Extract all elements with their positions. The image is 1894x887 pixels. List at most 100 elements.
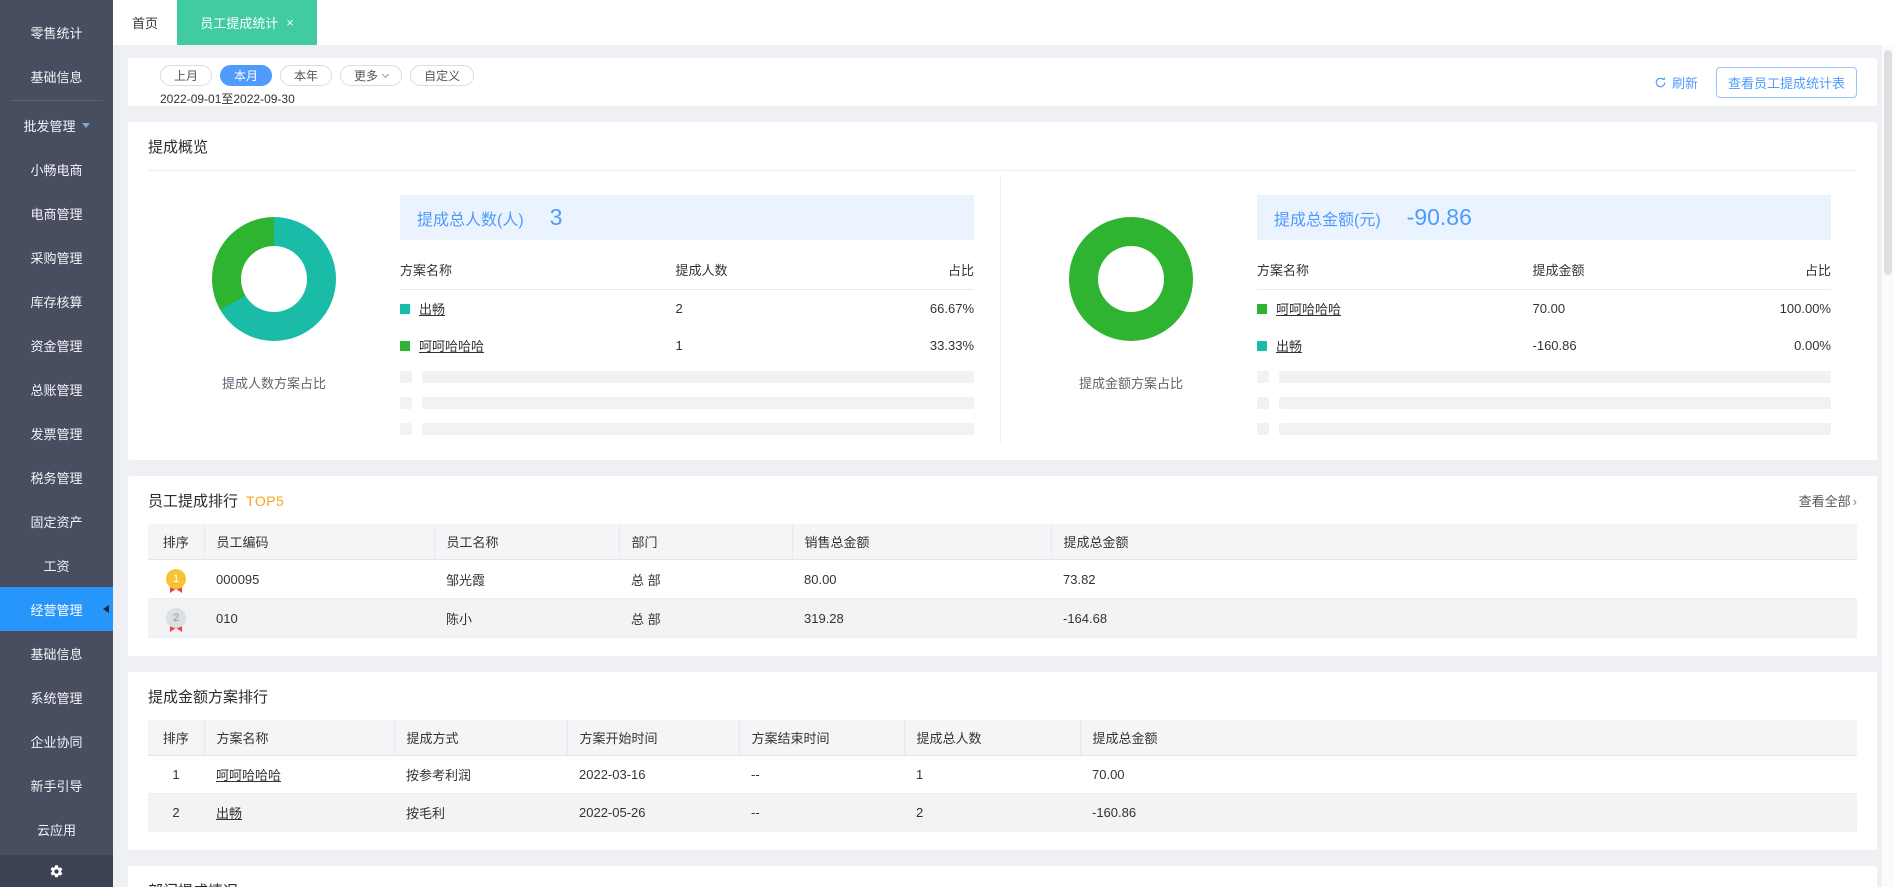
content: 上月 本月 本年 更多 自定义 2022-09-01至2022-09-30 刷新… bbox=[113, 45, 1894, 887]
sidebar-item-inventory[interactable]: 库存核算 bbox=[30, 294, 83, 310]
chevron-down-icon bbox=[382, 70, 390, 78]
overview-amount-panel: 提成金额方案占比 提成总金额(元) -90.86 方案名称 提成金额 占比 bbox=[1000, 175, 1857, 442]
refresh-button[interactable]: 刷新 bbox=[1654, 73, 1698, 92]
main-area: 首页 员工提成统计 × 上月 本月 本年 更多 自定义 2022-09-01至2… bbox=[113, 0, 1894, 887]
table-row[interactable]: 1 呵呵哈哈哈 按参考利润 2022-03-16 -- 1 70.00 bbox=[148, 755, 1857, 794]
people-plan-table: 方案名称 提成人数 占比 出畅 2 66.67% 呵呵哈哈哈 bbox=[400, 254, 974, 442]
view-all-link[interactable]: 查看全部 › bbox=[1798, 494, 1857, 509]
view-commission-table-button[interactable]: 查看员工提成统计表 bbox=[1715, 67, 1857, 98]
plan-link[interactable]: 出畅 bbox=[216, 806, 243, 821]
toolbar-actions: 刷新 查看员工提成统计表 bbox=[1654, 65, 1857, 100]
placeholder-row bbox=[400, 390, 974, 416]
sidebar-item-invoice[interactable]: 发票管理 bbox=[30, 426, 83, 442]
amount-total-label: 提成总金额(元) bbox=[1274, 211, 1381, 229]
amount-total-banner: 提成总金额(元) -90.86 bbox=[1257, 195, 1831, 240]
legend-swatch bbox=[400, 340, 410, 351]
sidebar-item-basic-info-bottom[interactable]: 基础信息 bbox=[30, 646, 83, 662]
date-filter-pills: 上月 本月 本年 更多 自定义 bbox=[160, 65, 482, 86]
sidebar-item-enterprise-collab[interactable]: 企业协同 bbox=[30, 734, 83, 750]
plan-ranking-section: 提成金额方案排行 排序 方案名称 提成方式 方案开始时间 方案结束时间 提成总人… bbox=[128, 672, 1877, 850]
overview-people-panel: 提成人数方案占比 提成总人数(人) 3 方案名称 提成人数 占比 bbox=[148, 175, 1000, 442]
legend-swatch bbox=[1257, 340, 1267, 351]
sidebar-item-retail-stats[interactable]: 零售统计 bbox=[30, 25, 83, 41]
pill-last-month[interactable]: 上月 bbox=[160, 65, 213, 86]
tab-employee-commission-stats[interactable]: 员工提成统计 × bbox=[177, 0, 317, 45]
department-commission-section: 部门提成情况 序号 部门名称 提成方式 方案开始时间 方案结束时间 参与提成人数… bbox=[128, 866, 1877, 887]
table-header-row: 排序 方案名称 提成方式 方案开始时间 方案结束时间 提成总人数 提成总金额 bbox=[148, 720, 1857, 756]
overview-body: 提成人数方案占比 提成总人数(人) 3 方案名称 提成人数 占比 bbox=[148, 175, 1857, 442]
amount-plan-row: 呵呵哈哈哈 70.00 100.00% bbox=[1257, 290, 1831, 327]
pill-more[interactable]: 更多 bbox=[340, 65, 403, 86]
sidebar-item-ecommerce-mgmt[interactable]: 电商管理 bbox=[30, 206, 83, 222]
employee-ranking-title: 员工提成排行 bbox=[148, 493, 239, 510]
people-donut-block: 提成人数方案占比 bbox=[148, 195, 400, 442]
employee-ranking-header: 员工提成排行 TOP5 查看全部 › bbox=[148, 490, 1857, 511]
tab-home[interactable]: 首页 bbox=[131, 16, 158, 31]
sidebar-item-cloud-apps[interactable]: 云应用 bbox=[36, 822, 76, 838]
pill-this-year[interactable]: 本年 bbox=[280, 65, 333, 86]
placeholder-row bbox=[400, 416, 974, 442]
plan-ranking-table: 排序 方案名称 提成方式 方案开始时间 方案结束时间 提成总人数 提成总金额 1… bbox=[148, 720, 1857, 832]
silver-medal-icon: 2 bbox=[166, 608, 186, 628]
plan-link[interactable]: 出畅 bbox=[1276, 339, 1303, 354]
amount-plan-row: 出畅 -160.86 0.00% bbox=[1257, 327, 1831, 364]
people-stats: 提成总人数(人) 3 方案名称 提成人数 占比 出畅 2 bbox=[400, 195, 1000, 442]
amount-donut-chart[interactable] bbox=[1069, 217, 1193, 341]
amount-stats: 提成总金额(元) -90.86 方案名称 提成金额 占比 呵呵哈哈哈 bbox=[1257, 195, 1857, 442]
plan-ranking-title: 提成金额方案排行 bbox=[148, 689, 269, 706]
sidebar-item-funds[interactable]: 资金管理 bbox=[30, 338, 83, 354]
department-section-title: 部门提成情况 bbox=[148, 880, 1857, 887]
pill-this-month[interactable]: 本月 bbox=[220, 65, 273, 86]
sidebar-item-wholesale[interactable]: 批发管理 bbox=[0, 103, 113, 147]
sidebar-item-fixed-assets[interactable]: 固定资产 bbox=[30, 514, 83, 530]
table-row[interactable]: 2 出畅 按毛利 2022-05-26 -- 2 -160.86 bbox=[148, 793, 1857, 832]
tab-bar: 首页 员工提成统计 × bbox=[113, 0, 1894, 45]
settings-gear-button[interactable] bbox=[0, 855, 113, 887]
amount-donut-block: 提成金额方案占比 bbox=[1005, 195, 1257, 442]
amount-donut-caption: 提成金额方案占比 bbox=[1078, 376, 1183, 391]
people-donut-chart[interactable] bbox=[212, 217, 336, 341]
people-plan-row: 出畅 2 66.67% bbox=[400, 290, 974, 327]
placeholder-row bbox=[1257, 390, 1831, 416]
sidebar-item-beginner-guide[interactable]: 新手引导 bbox=[30, 778, 83, 794]
amount-total-value: -90.86 bbox=[1406, 204, 1472, 230]
sidebar-item-purchasing[interactable]: 采购管理 bbox=[30, 250, 83, 266]
gear-icon bbox=[50, 864, 63, 877]
chevron-right-icon: › bbox=[1852, 494, 1857, 509]
sidebar-item-xiaochang-ecommerce[interactable]: 小畅电商 bbox=[30, 162, 83, 178]
sidebar-item-system-mgmt[interactable]: 系统管理 bbox=[30, 690, 83, 706]
filter-toolbar: 上月 本月 本年 更多 自定义 2022-09-01至2022-09-30 刷新… bbox=[128, 58, 1877, 106]
scrollbar-thumb[interactable] bbox=[1884, 50, 1892, 275]
sidebar-item-basic-info-top[interactable]: 基础信息 bbox=[30, 69, 83, 85]
commission-overview-section: 提成概览 提成人数方案占比 提成总人数(人) 3 bbox=[128, 122, 1877, 460]
chevron-down-icon bbox=[81, 122, 90, 128]
filter-left: 上月 本月 本年 更多 自定义 2022-09-01至2022-09-30 bbox=[160, 65, 482, 106]
caret-left-icon bbox=[103, 605, 109, 613]
plan-link[interactable]: 出畅 bbox=[419, 302, 446, 317]
table-row[interactable]: 1 000095 邹光霞 总 部 80.00 73.82 bbox=[148, 559, 1857, 599]
sidebar-item-operations-mgmt[interactable]: 经营管理 bbox=[0, 587, 113, 631]
plan-link[interactable]: 呵呵哈哈哈 bbox=[419, 339, 485, 354]
placeholder-row bbox=[1257, 364, 1831, 390]
divider bbox=[148, 170, 1857, 171]
sidebar-item-payroll[interactable]: 工资 bbox=[43, 558, 70, 574]
plan-link[interactable]: 呵呵哈哈哈 bbox=[1276, 302, 1342, 317]
people-total-value: 3 bbox=[549, 204, 563, 230]
vertical-scrollbar[interactable] bbox=[1881, 45, 1894, 887]
table-row[interactable]: 2 010 陈小 总 部 319.28 -164.68 bbox=[148, 598, 1857, 638]
sidebar-item-tax[interactable]: 税务管理 bbox=[30, 470, 83, 486]
amount-table-header: 方案名称 提成金额 占比 bbox=[1257, 254, 1831, 290]
legend-swatch bbox=[400, 303, 410, 314]
plan-link[interactable]: 呵呵哈哈哈 bbox=[216, 768, 282, 783]
date-range-text: 2022-09-01至2022-09-30 bbox=[160, 92, 295, 106]
close-icon[interactable]: × bbox=[286, 15, 294, 30]
pill-custom[interactable]: 自定义 bbox=[410, 65, 475, 86]
top5-badge: TOP5 bbox=[246, 493, 285, 509]
overview-title: 提成概览 bbox=[148, 139, 209, 156]
sidebar-item-general-ledger[interactable]: 总账管理 bbox=[30, 382, 83, 398]
placeholder-row bbox=[400, 364, 974, 390]
refresh-icon bbox=[1655, 76, 1666, 88]
employee-ranking-section: 员工提成排行 TOP5 查看全部 › 排序 员工编码 员工名称 部门 销售总金额 提… bbox=[128, 476, 1877, 656]
people-plan-row: 呵呵哈哈哈 1 33.33% bbox=[400, 327, 974, 364]
people-total-banner: 提成总人数(人) 3 bbox=[400, 195, 974, 240]
